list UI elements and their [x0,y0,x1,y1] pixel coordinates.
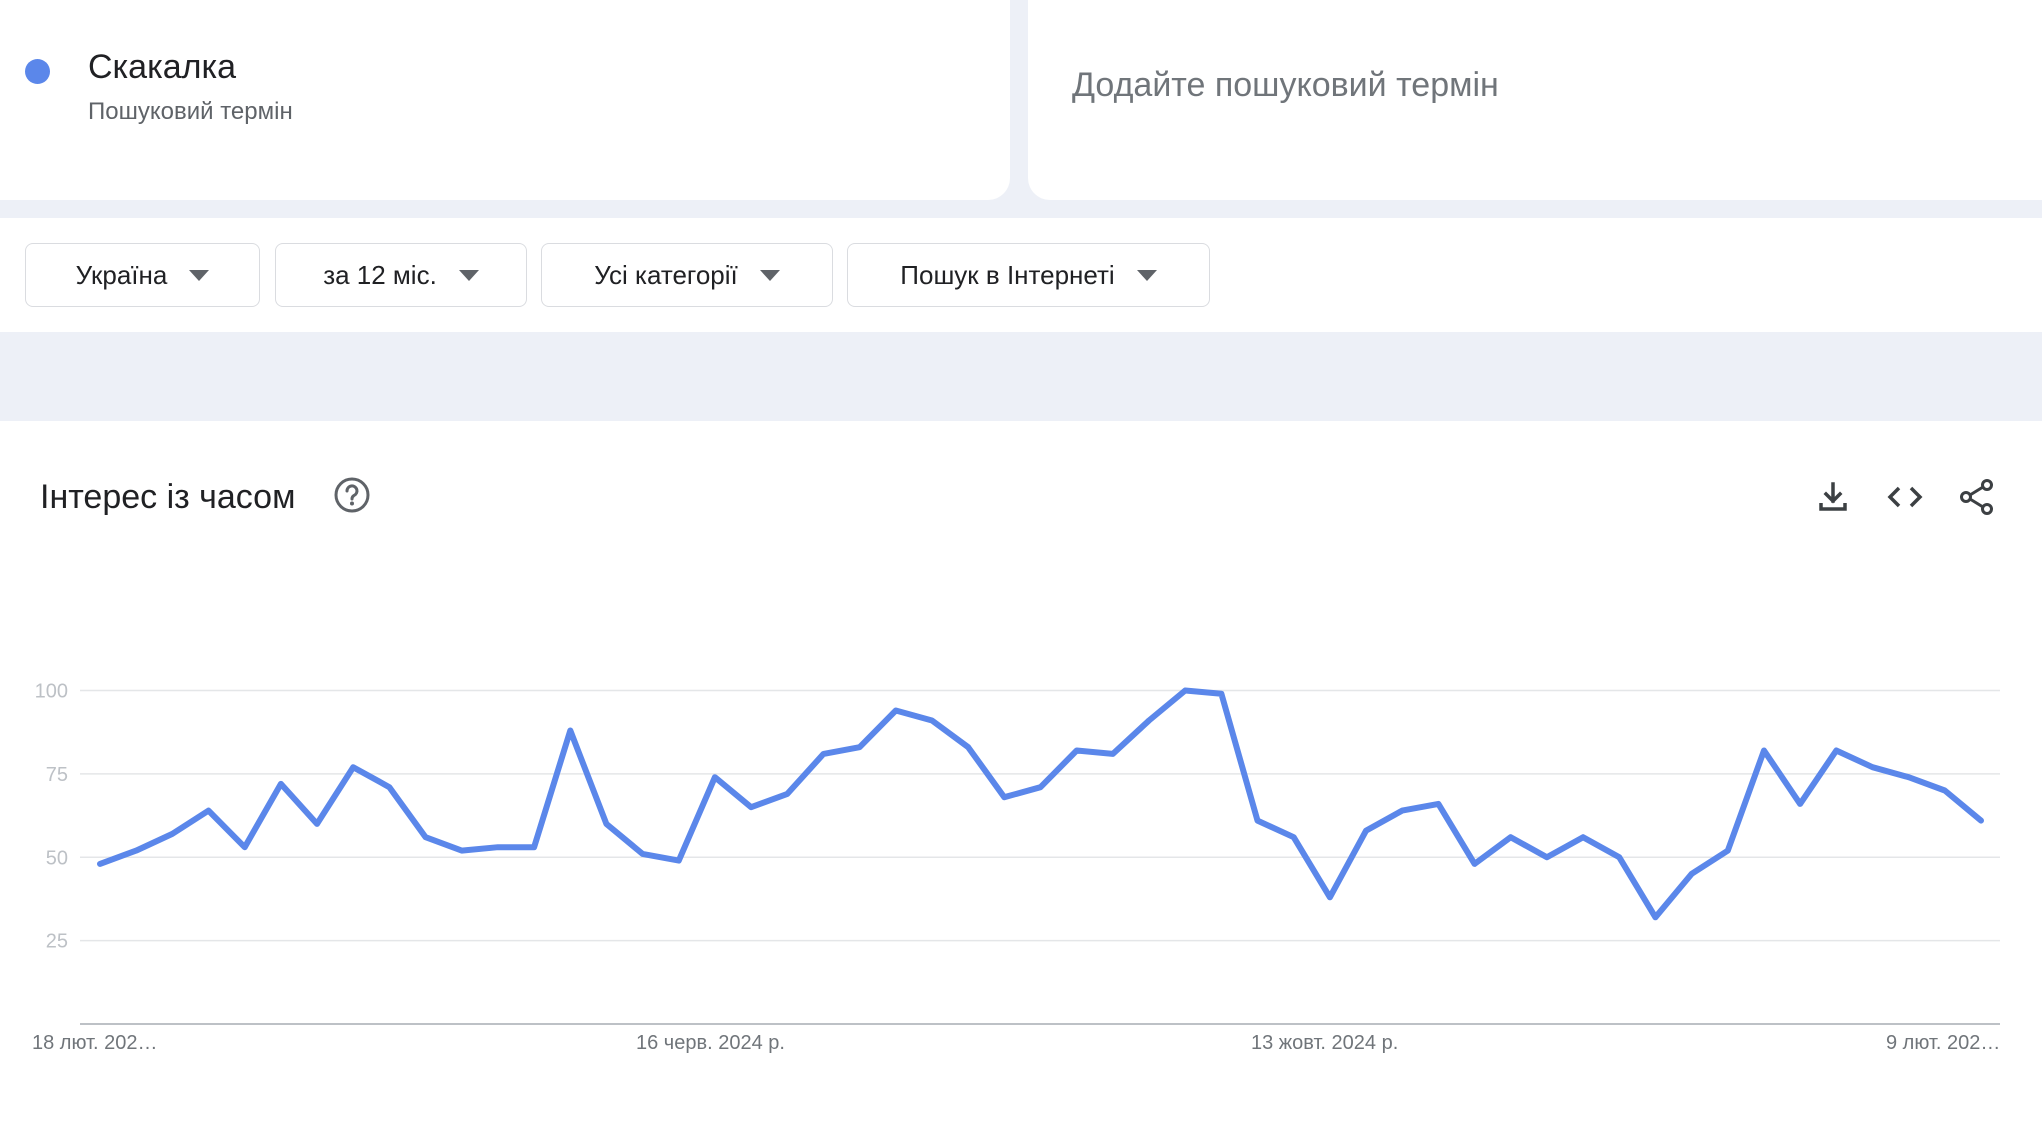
interest-over-time-card [0,421,2042,1141]
help-circle-icon[interactable] [333,476,371,514]
period-dropdown-label: за 12 міс. [323,259,437,290]
y-tick-label: 100 [35,681,68,703]
category-dropdown[interactable]: Усі категорії [541,243,833,307]
chart-x-axis: 18 лют. 202… 16 черв. 2024 р. 13 жовт. 202… [32,1032,2000,1054]
interest-line-chart: 25 50 75 100 18 лют. 202… 16 черв. 2024 р. 13… [32,681,2000,1055]
x-tick-label: 18 лют. 202… [32,1032,157,1054]
chart-y-axis: 25 50 75 100 [35,681,68,953]
search-term-card[interactable] [0,0,1010,200]
search-term-type: Пошуковий термін [88,98,293,125]
category-dropdown-label: Усі категорії [594,259,738,290]
search-type-dropdown-label: Пошук в Інтернеті [900,259,1115,290]
period-dropdown[interactable]: за 12 міс. [275,243,527,307]
dropdown-arrow-icon [458,269,479,281]
chart-series [97,687,1984,921]
add-term-card[interactable] [1028,0,2042,200]
y-tick-label: 75 [46,764,68,786]
dropdown-arrow-icon [1136,269,1157,281]
series-line[interactable] [97,687,1984,921]
term-color-dot [25,59,50,84]
dropdown-arrow-icon [189,269,210,281]
x-tick-label: 16 черв. 2024 р. [636,1032,785,1054]
y-tick-label: 50 [46,847,68,869]
chart-title: Інтерес із часом [40,478,296,516]
y-tick-label: 25 [46,931,68,953]
dropdown-arrow-icon [759,269,780,281]
region-dropdown-label: Україна [75,259,168,290]
x-tick-label: 13 жовт. 2024 р. [1251,1032,1398,1054]
chart-gridlines [80,689,2000,942]
x-tick-label: 9 лют. 202… [1886,1032,2000,1054]
search-type-dropdown[interactable]: Пошук в Інтернеті [847,243,1210,307]
region-dropdown[interactable]: Україна [25,243,260,307]
search-term-name[interactable]: Скакалка [88,48,236,86]
share-icon[interactable] [1957,477,1997,517]
add-term-input[interactable]: Додайте пошуковий термін [1072,66,1499,104]
embed-code-icon[interactable] [1885,477,1925,517]
download-icon[interactable] [1813,477,1853,517]
